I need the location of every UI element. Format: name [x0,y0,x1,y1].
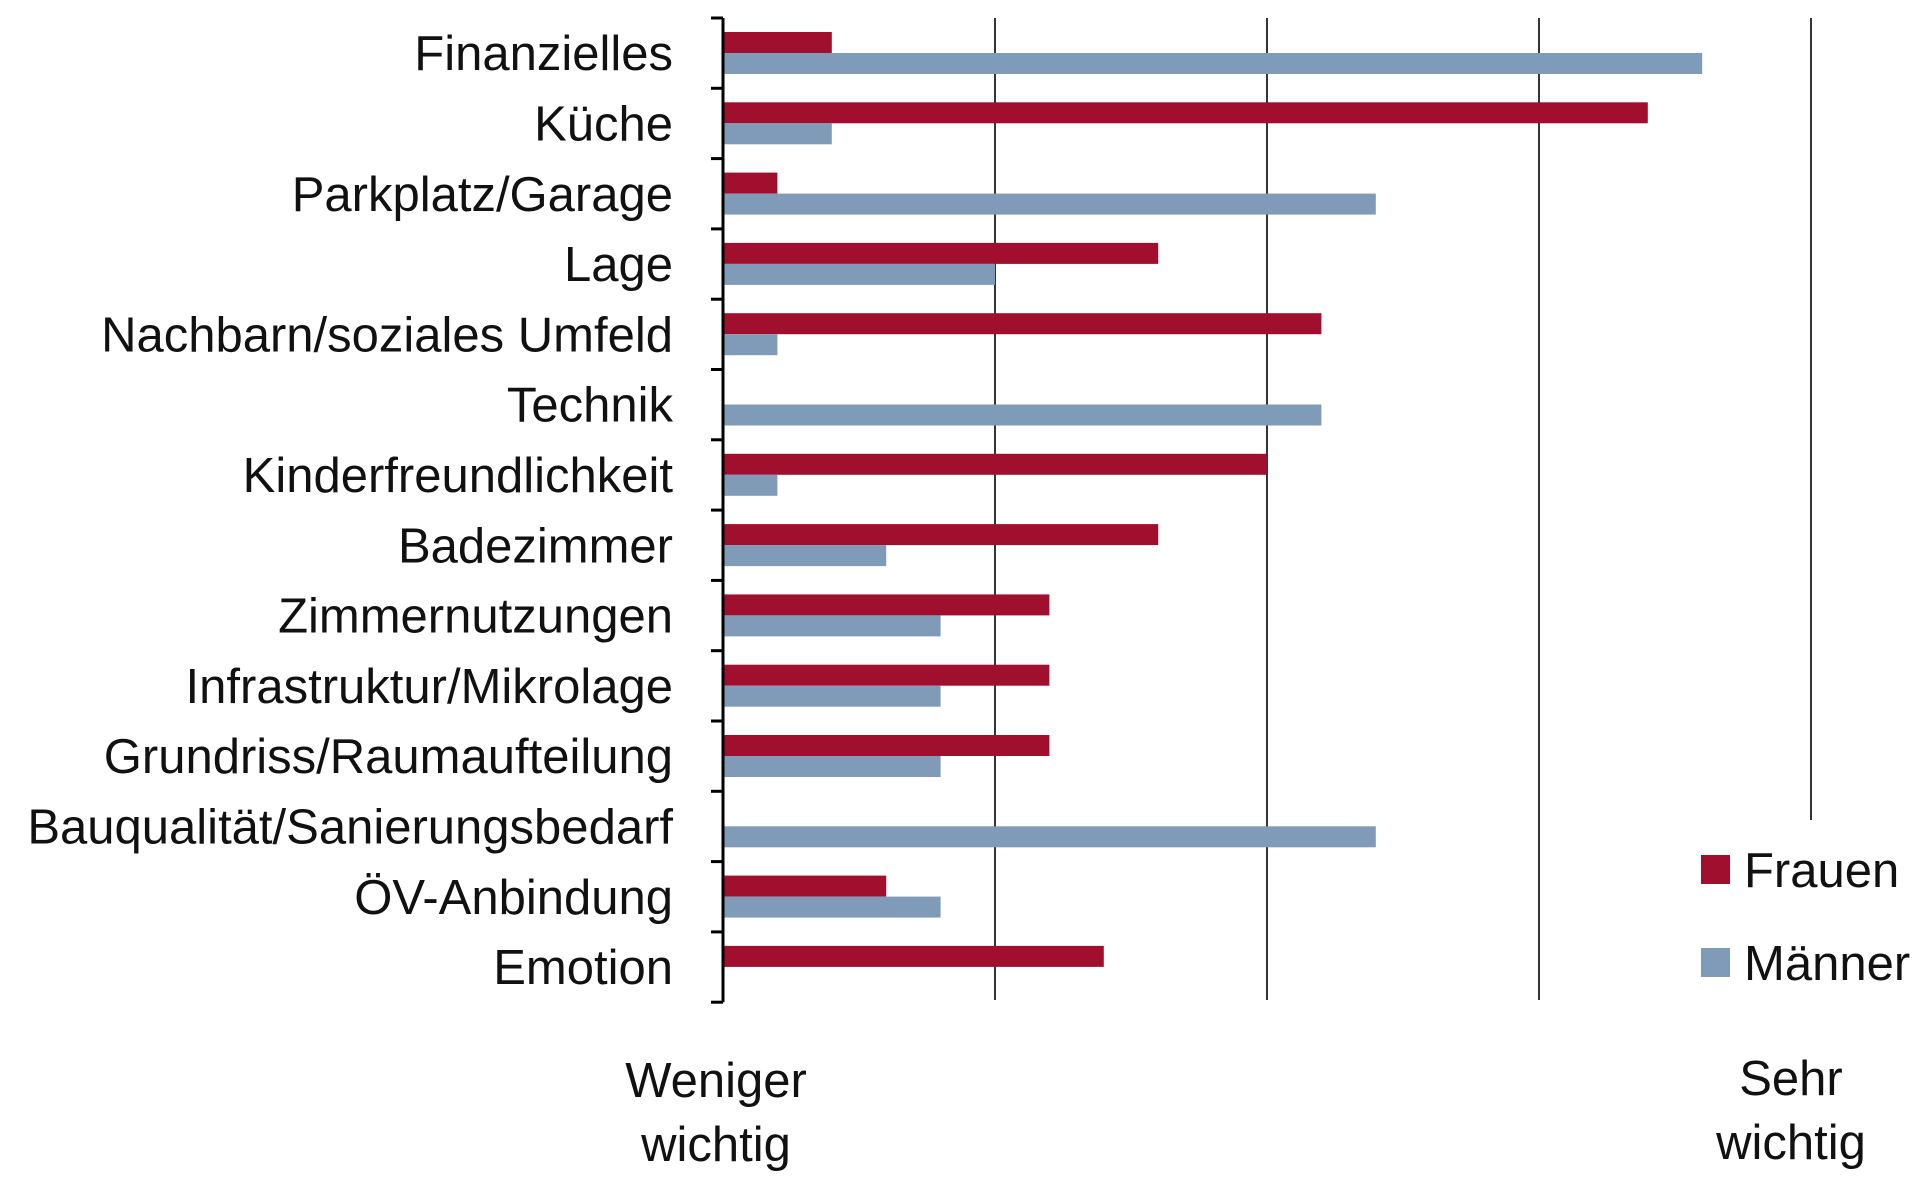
category-label: Parkplatz/Garage [292,168,673,222]
category-label: Küche [534,97,673,151]
legend-label: Frauen [1744,844,1899,898]
category-labels: Finanzielles Küche Parkplatz/Garage Lage Nac… [27,27,673,995]
legend-label: Männer [1744,937,1910,991]
bar-maenner [723,263,995,285]
bar-frauen [723,172,778,194]
bar-frauen [723,875,887,897]
category-label: Badezimmer [398,519,673,573]
bar-maenner [723,123,832,145]
bar-maenner [723,53,1703,74]
scale-end-labels: Weniger wichtig Sehr wichtig [625,1052,1866,1172]
legend-swatch [1701,948,1730,977]
category-label: Nachbarn/soziales Umfeld [101,308,673,362]
bar-frauen [723,453,1267,475]
legend-swatch [1701,855,1730,884]
bar-frauen [723,524,1159,546]
category-label: Bauqualität/Sanierungsbedarf [27,800,673,854]
bar-frauen [723,313,1322,335]
category-label: Zimmernutzungen [278,590,673,644]
bar-maenner [723,826,1376,848]
bar-maenner [723,193,1376,215]
category-label: Kinderfreundlichkeit [243,449,674,503]
category-label: Infrastruktur/Mikrolage [186,660,673,714]
bar-maenner [723,334,778,356]
bar-maenner [723,615,941,637]
bar-maenner [723,896,941,918]
bar-frauen [723,594,1050,616]
bar-maenner [723,756,941,777]
bar-maenner [723,474,778,496]
category-axis [711,16,725,1004]
bar-frauen [723,102,1648,124]
category-label: Lage [564,238,673,292]
category-label: ÖV-Anbindung [354,871,673,925]
bar-maenner [723,545,887,567]
scale-end-label-high: wichtig [1715,1116,1866,1170]
bar-maenner [723,404,1322,426]
bar-frauen [723,32,832,53]
bar-frauen [723,664,1050,686]
scale-end-label-high: Sehr [1739,1052,1843,1106]
category-label: Grundriss/Raumaufteilung [104,730,673,784]
bar-frauen [723,735,1050,756]
category-label: Technik [507,379,674,433]
bar-frauen [723,242,1159,264]
gridlines [994,18,1812,1000]
bar-frauen [723,945,1104,967]
legend: Frauen Männer [1701,844,1910,991]
scale-end-label-low: wichtig [640,1118,791,1172]
scale-end-label-low: Weniger [625,1054,807,1108]
bar-maenner [723,685,941,707]
category-label: Emotion [493,941,673,995]
category-label: Finanzielles [414,27,673,81]
bars [723,32,1703,967]
